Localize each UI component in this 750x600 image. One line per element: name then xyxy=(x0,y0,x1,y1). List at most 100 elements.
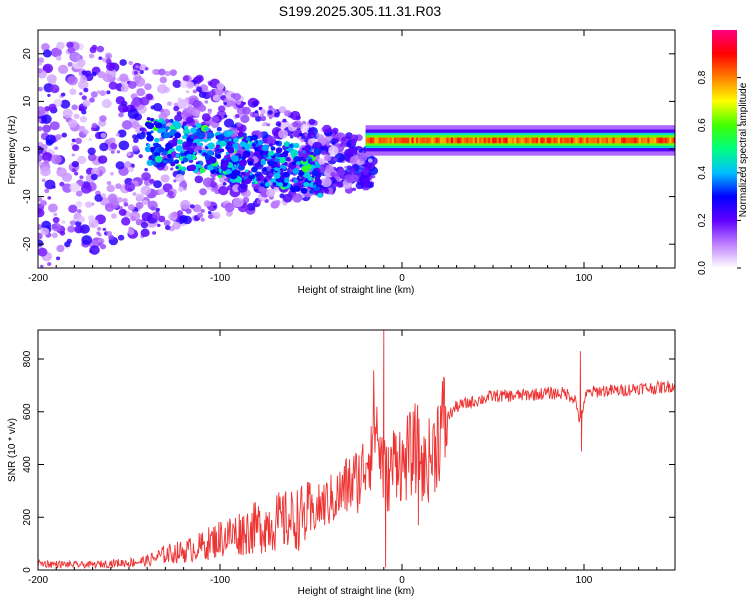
spectrogram-noise-cell xyxy=(102,227,107,232)
spectrogram-noise-cell xyxy=(333,157,338,161)
spectrogram-band-cell xyxy=(251,142,256,147)
spectrogram-carrier-cell xyxy=(400,137,404,144)
spectrogram-noise-cell xyxy=(323,154,332,162)
spectrogram-band-cell xyxy=(260,160,267,166)
spectrogram-noise-cell xyxy=(278,106,287,114)
spectrogram-band-cell xyxy=(222,161,229,167)
snr-x-label: Height of straight line (km) xyxy=(298,586,415,597)
spectrogram-noise-cell xyxy=(99,243,107,250)
spectrogram-noise-cell xyxy=(106,230,113,237)
spectrogram-carrier-cell xyxy=(505,137,509,144)
colorbar: 0.0 0.2 0.4 0.6 0.8 Normalized spectral ampl… xyxy=(697,30,749,275)
spectrogram-band-cell xyxy=(215,170,220,175)
snr-x-tick-label: -100 xyxy=(210,575,230,586)
spectrogram-noise-cell xyxy=(218,185,229,196)
spectrogram-band-cell xyxy=(217,134,225,140)
spectrogram-noise-cell xyxy=(152,231,157,235)
spectrogram-noise-cell xyxy=(207,110,212,115)
spectrogram-carrier-cell xyxy=(557,137,561,144)
spectrogram-carrier-cell xyxy=(468,137,471,144)
spectrogram-noise-cell xyxy=(360,167,370,176)
spectrogram-carrier-cell xyxy=(433,137,436,144)
colorbar-tick-label: 0.2 xyxy=(697,213,708,227)
spectrogram-band-cell xyxy=(146,159,154,166)
spectrogram-carrier-cell xyxy=(479,137,482,144)
spectrogram-band-cell xyxy=(182,157,189,163)
spectrogram-band-cell xyxy=(283,141,291,147)
spectrogram-noise-cell xyxy=(91,44,98,50)
spectrogram-y-tick-label: 20 xyxy=(22,48,33,60)
spectrogram-noise-cell xyxy=(49,84,60,94)
spectrogram-band-cell xyxy=(268,143,273,147)
spectrogram-noise-cell xyxy=(222,182,227,186)
spectrogram-noise-cell xyxy=(81,95,87,101)
spectrogram-band-cell xyxy=(227,147,235,154)
spectrogram-band-cell xyxy=(274,140,280,145)
spectrogram-noise-cell xyxy=(47,262,52,266)
spectrogram-band-cell xyxy=(240,171,246,176)
spectrogram-noise-cell xyxy=(149,178,155,184)
spectrogram-band-cell xyxy=(244,178,252,185)
spectrogram-noise-cell xyxy=(121,217,131,226)
spectrogram-noise-cell xyxy=(140,221,148,229)
spectrogram-carrier-cell xyxy=(487,137,491,144)
spectrogram-band-cell xyxy=(154,151,161,157)
spectrogram-band-cell xyxy=(313,148,322,156)
spectrogram-band-cell xyxy=(233,137,239,143)
spectrogram-band-cell xyxy=(163,159,167,164)
spectrogram-noise-cell xyxy=(53,99,62,107)
spectrogram-carrier-cell xyxy=(402,137,406,144)
spectrogram-band-cell xyxy=(242,152,249,159)
spectrogram-noise-cell xyxy=(152,68,159,76)
spectrogram-carrier-cell xyxy=(564,137,568,144)
spectrogram-band-cell xyxy=(251,166,258,173)
spectrogram-band-cell xyxy=(237,131,245,138)
spectrogram-noise-cell xyxy=(308,118,316,126)
spectrogram-noise-cell xyxy=(200,209,205,213)
spectrogram-band-cell xyxy=(247,160,254,166)
spectrogram-noise-cell xyxy=(292,193,303,203)
spectrogram-noise-cell xyxy=(185,116,194,124)
spectrogram-noise-cell xyxy=(246,202,256,211)
spectrogram-carrier-cell xyxy=(588,137,592,144)
spectrogram-noise-cell xyxy=(318,158,326,165)
spectrogram-carrier-cell xyxy=(653,137,657,144)
snr-marks xyxy=(38,330,675,570)
spectrogram-carrier-cell xyxy=(525,137,528,144)
spectrogram-noise-cell xyxy=(310,127,316,132)
spectrogram-noise-cell xyxy=(77,216,85,223)
spectrogram-band-cell xyxy=(196,132,205,140)
spectrogram-noise-cell xyxy=(352,187,356,191)
spectrogram-carrier-cell xyxy=(586,137,589,144)
spectrogram-noise-cell xyxy=(49,121,60,131)
spectrogram-carrier-cell xyxy=(601,137,605,144)
spectrogram-carrier-cell xyxy=(575,137,578,144)
spectrogram-band-cell xyxy=(279,168,284,172)
spectrogram-carrier-cell xyxy=(457,137,461,144)
spectrogram-noise-cell xyxy=(350,147,358,154)
spectrogram-band-cell xyxy=(267,160,274,167)
spectrogram-noise-cell xyxy=(96,90,101,95)
spectrogram-band-cell xyxy=(160,163,166,168)
spectrogram-noise-cell xyxy=(267,110,273,115)
spectrogram-noise-cell xyxy=(110,213,117,219)
spectrogram-carrier-cell xyxy=(555,137,559,144)
spectrogram-noise-cell xyxy=(320,177,332,188)
spectrogram-carrier-cell xyxy=(599,137,602,144)
spectrogram-carrier-cell xyxy=(516,137,519,144)
spectrogram-band-cell xyxy=(293,179,298,184)
spectrogram-carrier-cell xyxy=(540,137,544,144)
spectrogram-band-cell xyxy=(180,166,187,172)
spectrogram-noise-cell xyxy=(91,122,98,129)
figure-title: S199.2025.305.11.31.R03 xyxy=(279,3,442,19)
spectrogram-noise-cell xyxy=(77,155,87,165)
spectrogram-band-cell xyxy=(193,133,197,137)
spectrogram-noise-cell xyxy=(371,174,376,179)
spectrogram-noise-cell xyxy=(108,81,118,90)
spectrogram-noise-cell xyxy=(170,167,174,171)
spectrogram-carrier-cell xyxy=(387,137,391,144)
spectrogram-carrier-cell xyxy=(365,137,369,144)
spectrogram-band-cell xyxy=(245,137,250,141)
spectrogram-noise-cell xyxy=(68,204,78,213)
spectrogram-noise-cell xyxy=(135,65,139,69)
